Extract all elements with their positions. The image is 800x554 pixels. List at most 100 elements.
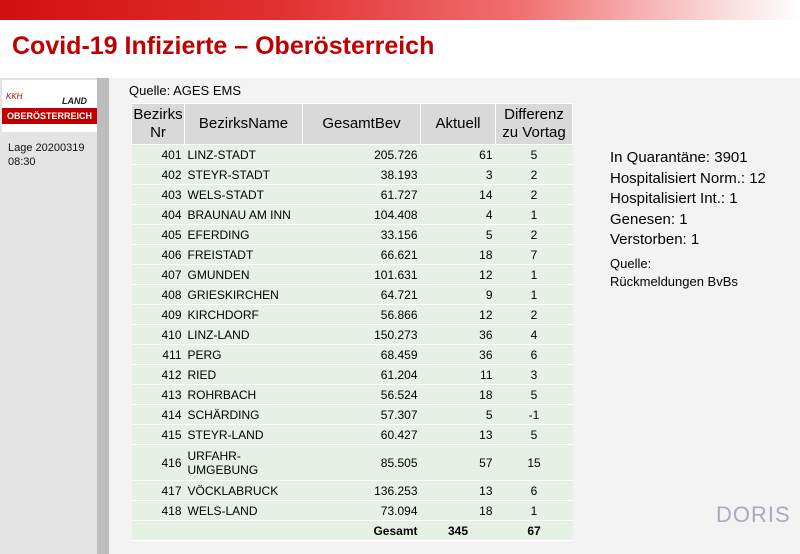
table-cell: 15 xyxy=(495,444,573,481)
table-cell: 60.427 xyxy=(302,424,421,445)
table-cell: 14 xyxy=(420,184,496,205)
table-cell: 3 xyxy=(495,364,573,385)
table-cell: 408 xyxy=(131,284,185,305)
table-cell: 57 xyxy=(420,444,496,481)
logo-bar: OBERÖSTERREICH xyxy=(2,108,97,124)
table-cell: GMUNDEN xyxy=(184,264,303,285)
table-cell: SCHÄRDING xyxy=(184,404,303,425)
sidebar xyxy=(0,78,97,554)
table-cell: URFAHR-UMGEBUNG xyxy=(184,444,303,481)
table-cell: 56.524 xyxy=(302,384,421,405)
table-cell: 61.204 xyxy=(302,364,421,385)
table-cell: 56.866 xyxy=(302,304,421,325)
note-line: Quelle: xyxy=(610,256,652,271)
table-cell: 412 xyxy=(131,364,185,385)
table-cell: 6 xyxy=(495,344,573,365)
title: Covid-19 Infizierte – Oberösterreich xyxy=(12,32,435,60)
table-cell: 403 xyxy=(131,184,185,205)
table-cell: VÖCKLABRUCK xyxy=(184,480,303,501)
table-cell: 406 xyxy=(131,244,185,265)
table-row: 408 GRIESKIRCHEN 64.721 9 1 xyxy=(131,284,573,305)
table-cell: 411 xyxy=(131,344,185,365)
table-cell: 2 xyxy=(495,304,573,325)
total-cell: 345 xyxy=(420,520,496,541)
table-cell: 18 xyxy=(420,384,496,405)
table-cell: 36 xyxy=(420,324,496,345)
table-cell: 1 xyxy=(495,264,573,285)
table-cell: 401 xyxy=(131,144,185,165)
table-cell: 2 xyxy=(495,224,573,245)
info-line: Hospitalisiert Int.: 1 xyxy=(610,190,738,207)
table-cell: 66.621 xyxy=(302,244,421,265)
table-cell: 7 xyxy=(495,244,573,265)
table-cell: 13 xyxy=(420,480,496,501)
table-cell: PERG xyxy=(184,344,303,365)
time: 08:30 xyxy=(8,156,36,168)
table-row: 404 BRAUNAU AM INN 104.408 4 1 xyxy=(131,204,573,225)
table-row: 417 VÖCKLABRUCK 136.253 13 6 xyxy=(131,480,573,501)
total-label: Gesamt xyxy=(302,520,421,541)
table-cell: 1 xyxy=(495,204,573,225)
table-row: 405 EFERDING 33.156 5 2 xyxy=(131,224,573,245)
table-cell: GRIESKIRCHEN xyxy=(184,284,303,305)
table-cell: 1 xyxy=(495,500,573,521)
logo: KKH LAND OBERÖSTERREICH xyxy=(2,80,97,132)
table-row: 402 STEYR-STADT 38.193 3 2 xyxy=(131,164,573,185)
table-cell: 36 xyxy=(420,344,496,365)
table-cell: 12 xyxy=(420,264,496,285)
table-cell: BRAUNAU AM INN xyxy=(184,204,303,225)
table-cell xyxy=(184,520,303,541)
table-cell: 11 xyxy=(420,364,496,385)
table-cell: RIED xyxy=(184,364,303,385)
table-cell: 5 xyxy=(495,424,573,445)
table-cell: 85.505 xyxy=(302,444,421,481)
table-row: 406 FREISTADT 66.621 18 7 xyxy=(131,244,573,265)
table-cell: 61.727 xyxy=(302,184,421,205)
info-line: Genesen: 1 xyxy=(610,210,688,228)
table-cell: ROHRBACH xyxy=(184,384,303,405)
logo-text: LAND xyxy=(62,96,87,106)
table-cell: 150.273 xyxy=(302,324,421,345)
footer-logo: DORIS xyxy=(716,502,791,527)
table-cell: 38.193 xyxy=(302,164,421,185)
table-cell: EFERDING xyxy=(184,224,303,245)
table-cell: 73.094 xyxy=(302,500,421,521)
table-row: 413 ROHRBACH 56.524 18 5 xyxy=(131,384,573,405)
table-cell: KIRCHDORF xyxy=(184,304,303,325)
table-cell: 5 xyxy=(495,144,573,165)
table-cell: STEYR-LAND xyxy=(184,424,303,445)
table-cell: 136.253 xyxy=(302,480,421,501)
table-cell: 64.721 xyxy=(302,284,421,305)
table-row: 401 LINZ-STADT 205.726 61 5 xyxy=(131,144,573,165)
sidebar-stripe xyxy=(97,78,109,554)
total-cell: 67 xyxy=(495,520,573,541)
table-cell: 68.459 xyxy=(302,344,421,365)
table-cell: WELS-LAND xyxy=(184,500,303,521)
table-body: 401 LINZ-STADT 205.726 61 5 402 STEYR-STADT 38.… xyxy=(131,144,573,541)
table-cell: LINZ-STADT xyxy=(184,144,303,165)
total-row: Gesamt 345 67 xyxy=(131,520,573,541)
table-row: 414 SCHÄRDING 57.307 5 -1 xyxy=(131,404,573,425)
table-cell: 2 xyxy=(495,164,573,185)
logo-text: KKH xyxy=(6,92,23,101)
note-line: Rückmeldungen BvBs xyxy=(610,274,738,289)
table-cell: 404 xyxy=(131,204,185,225)
info-line: In Quarantäne: 3901 xyxy=(610,149,748,166)
table-cell: 413 xyxy=(131,384,185,405)
table-cell: 5 xyxy=(420,224,496,245)
column-header: BezirksName xyxy=(184,103,303,145)
table-row: 407 GMUNDEN 101.631 12 1 xyxy=(131,264,573,285)
table-cell: 13 xyxy=(420,424,496,445)
table-row: 409 KIRCHDORF 56.866 12 2 xyxy=(131,304,573,325)
table-cell: 12 xyxy=(420,304,496,325)
table-cell: WELS-STADT xyxy=(184,184,303,205)
table-row: 403 WELS-STADT 61.727 14 2 xyxy=(131,184,573,205)
table-cell: 18 xyxy=(420,500,496,521)
info-line: Hospitalisiert Norm.: 12 xyxy=(610,169,766,187)
source: Quelle: AGES EMS xyxy=(129,83,241,98)
table-cell: -1 xyxy=(495,404,573,425)
table-cell: 417 xyxy=(131,480,185,501)
table-row: 418 WELS-LAND 73.094 18 1 xyxy=(131,500,573,521)
table-cell: FREISTADT xyxy=(184,244,303,265)
table-cell: 9 xyxy=(420,284,496,305)
